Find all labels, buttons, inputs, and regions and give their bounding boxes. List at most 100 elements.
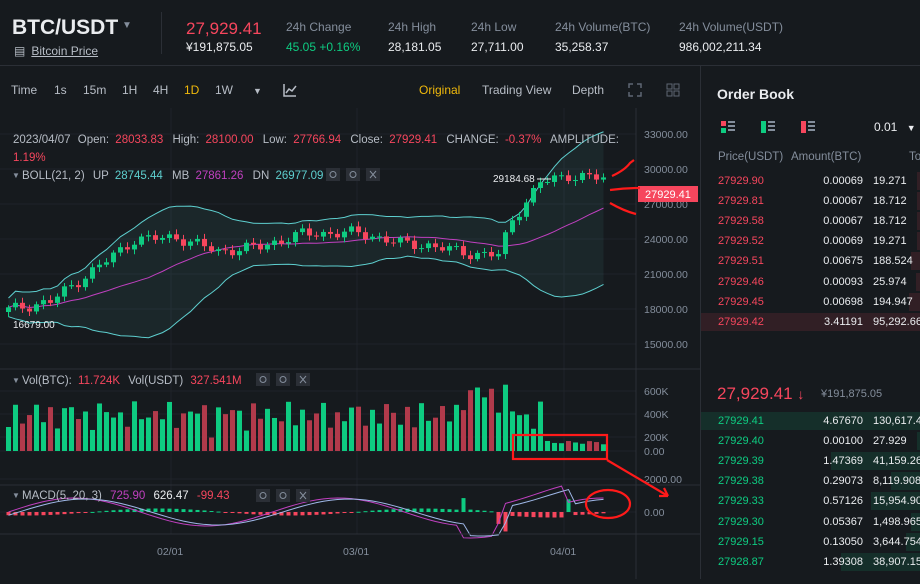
depth-bar (917, 232, 920, 251)
col-amount-header: Amount(BTC) (791, 151, 862, 163)
candle-body (363, 232, 368, 240)
ask-row[interactable]: 27929.45 0.00698 194.947 (701, 292, 920, 312)
candle-body (118, 247, 123, 253)
pair-symbol[interactable]: BTC/USDT (12, 16, 119, 39)
volume-bar (153, 411, 158, 451)
candle-body (496, 254, 501, 257)
candle-body (433, 243, 438, 248)
candle-body (377, 236, 382, 238)
candle-body (258, 244, 263, 250)
macd-settings-icon[interactable] (276, 489, 290, 502)
boll-close-icon[interactable] (366, 168, 380, 181)
macd-close-icon[interactable] (296, 489, 310, 502)
candle-body (209, 246, 214, 252)
bid-row[interactable]: 27929.41 4.67670 130,617.471 (701, 411, 920, 431)
fullscreen-icon[interactable] (628, 83, 642, 100)
view-asks-icon[interactable] (801, 120, 815, 139)
ohlc-legend: 2023/04/07 Open: 28033.83 High: 28100.00… (13, 134, 619, 146)
macd-histogram-bar (41, 512, 46, 516)
ask-row[interactable]: 27929.46 0.00093 25.974 (701, 272, 920, 292)
bid-row[interactable]: 27929.40 0.00100 27.929 (701, 431, 920, 451)
boll-settings-icon[interactable] (346, 168, 360, 181)
ask-row[interactable]: 27929.58 0.00067 18.712 (701, 211, 920, 231)
bid-row[interactable]: 27929.38 0.29073 8,119.908 (701, 471, 920, 491)
bid-row[interactable]: 27929.30 0.05367 1,498.965 (701, 512, 920, 532)
bid-row[interactable]: 27929.15 0.13050 3,644.754 (701, 532, 920, 552)
more-intervals-chevron-icon[interactable]: ▼ (253, 86, 262, 96)
macd-histogram-bar (440, 508, 445, 512)
volume-bar (118, 412, 123, 451)
volume-bar (251, 403, 256, 451)
interval-4h[interactable]: 4H (153, 83, 169, 97)
order-amount: 4.67670 (823, 415, 863, 427)
interval-1h[interactable]: 1H (122, 83, 138, 97)
macd-histogram-bar (146, 508, 151, 512)
macd-histogram-bar (321, 512, 326, 515)
precision-select[interactable]: 0.01 ▼ (874, 120, 916, 134)
view-original[interactable]: Original (419, 83, 461, 97)
ask-row[interactable]: 27929.42 3.41191 95,292.667 (701, 312, 920, 332)
coin-info-link[interactable]: ▤ Bitcoin Price (14, 44, 99, 58)
macd-histogram-bar (468, 509, 473, 512)
view-both-icon[interactable] (721, 120, 735, 139)
collapse-icon[interactable]: ▼ (12, 171, 20, 180)
candle-body (20, 302, 25, 309)
candlestick-chart[interactable]: 2023/04/07 Open: 28033.83 High: 28100.00… (0, 108, 700, 579)
chart-canvas[interactable]: 2023/04/07 Open: 28033.83 High: 28100.00… (0, 108, 700, 579)
chevron-down-icon: ▼ (906, 123, 916, 133)
interval-15m[interactable]: 15m (83, 83, 107, 97)
volume-bar (426, 420, 431, 451)
pair-dropdown-icon[interactable]: ▼ (122, 20, 132, 31)
volume-bar (20, 423, 25, 451)
vol-settings-icon[interactable] (276, 373, 290, 386)
macd-histogram-bar (447, 509, 452, 512)
bid-row[interactable]: 27928.87 1.39308 38,907.150 (701, 552, 920, 572)
vol-close-icon[interactable] (296, 373, 310, 386)
high-marker: 29184.68 (493, 174, 551, 185)
ask-row[interactable]: 27929.81 0.00067 18.712 (701, 191, 920, 211)
candle-body (314, 235, 319, 237)
macd-histogram-bar (13, 512, 18, 516)
interval-time[interactable]: Time (11, 83, 38, 97)
macd-histogram-bar (580, 512, 585, 515)
order-total: 8,119.908 (873, 475, 920, 488)
indicators-icon[interactable] (283, 83, 297, 100)
macd-histogram-bar (202, 510, 207, 512)
macd-visibility-icon[interactable] (256, 489, 270, 502)
ask-row[interactable]: 27929.90 0.00069 19.271 (701, 171, 920, 191)
macd-axis: 2000.00 0.00 (644, 474, 682, 519)
order-amount: 0.05367 (823, 515, 863, 528)
interval-1s[interactable]: 1s (54, 83, 67, 97)
layout-grid-icon[interactable] (666, 83, 680, 100)
candle-body (48, 300, 53, 303)
bid-row[interactable]: 27929.33 0.57126 15,954.909 (701, 491, 920, 511)
candle-body (517, 216, 522, 221)
volume-bar (230, 410, 235, 451)
collapse-icon[interactable]: ▼ (12, 376, 20, 385)
candle-body (566, 175, 571, 181)
order-total: 3,644.754 (873, 535, 920, 548)
view-depth[interactable]: Depth (572, 83, 605, 97)
collapse-icon[interactable]: ▼ (12, 491, 20, 500)
interval-1w[interactable]: 1W (215, 83, 233, 97)
interval-1d[interactable]: 1D (184, 83, 200, 97)
order-total: 38,907.150 (873, 555, 920, 568)
volume-bar (377, 423, 382, 451)
view-trading-view[interactable]: Trading View (482, 83, 552, 97)
svg-text:27929.41: 27929.41 (645, 189, 691, 201)
volume-bar (202, 405, 207, 451)
view-bids-icon[interactable] (761, 120, 775, 139)
vol-visibility-icon[interactable] (256, 373, 270, 386)
order-price: 27928.87 (718, 555, 764, 568)
ask-row[interactable]: 27929.52 0.00069 19.271 (701, 231, 920, 251)
candle-body (34, 304, 39, 312)
ask-row[interactable]: 27929.51 0.00675 188.524 (701, 251, 920, 271)
bid-row[interactable]: 27929.39 1.47369 41,159.262 (701, 451, 920, 471)
candle-body (489, 251, 494, 257)
candle-body (335, 233, 340, 238)
volume-bar (419, 403, 424, 451)
volume-bar (139, 419, 144, 451)
macd-histogram-bar (251, 512, 256, 515)
boll-visibility-icon[interactable] (326, 168, 340, 181)
col-price-header: Price(USDT) (718, 151, 784, 163)
